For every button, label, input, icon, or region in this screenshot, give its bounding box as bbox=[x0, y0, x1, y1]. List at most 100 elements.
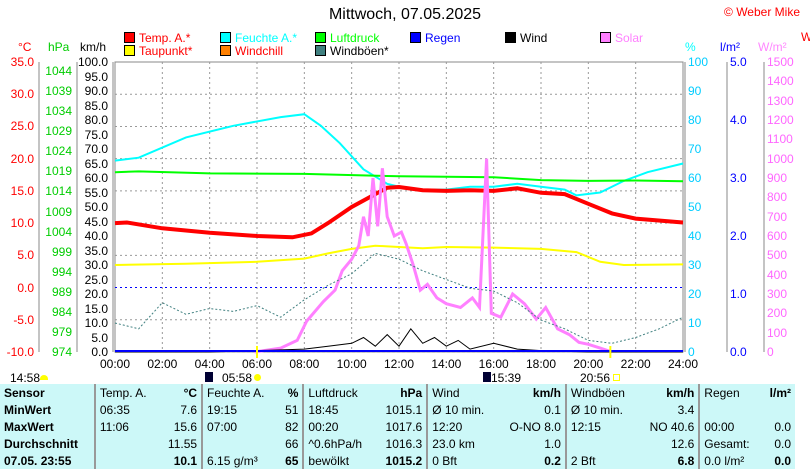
temp-tick-label: -10.0 bbox=[6, 345, 34, 359]
pressure-tick-label: 1009 bbox=[45, 204, 72, 219]
speed-tick-label: 5.0 bbox=[91, 330, 108, 345]
temp-tick-label: 10.0 bbox=[10, 216, 34, 231]
speed-tick-label: 60.0 bbox=[84, 171, 108, 185]
legend-swatch bbox=[600, 32, 611, 43]
table-cell: 0.0 bbox=[774, 436, 791, 451]
pressure-tick-label: 1024 bbox=[45, 144, 72, 159]
legend-item: Solar bbox=[600, 31, 643, 45]
series-temp-a bbox=[114, 184, 684, 240]
table-cell: 23.0 km bbox=[426, 435, 497, 452]
table-cell: 12.6 bbox=[670, 436, 695, 451]
rain-tick-label: 5.0 bbox=[730, 55, 747, 69]
legend-item: Taupunkt* bbox=[124, 44, 192, 58]
speed-tick-label: 100.0 bbox=[77, 55, 108, 69]
table-cell: 19:15 bbox=[201, 401, 278, 418]
table-cell: 6.8 bbox=[677, 453, 695, 468]
temp-tick-label: 0.0 bbox=[17, 280, 34, 295]
humidity-tick-label: 0 bbox=[688, 345, 695, 359]
solar-tick-label: 1100 bbox=[767, 132, 793, 147]
table-cell: 0.0 bbox=[774, 453, 791, 468]
pressure-tick-label: 974 bbox=[51, 345, 72, 359]
speed-tick-label: 80.0 bbox=[84, 113, 108, 127]
table-cell: 3.4 bbox=[677, 402, 695, 417]
solar-tick-label: 300 bbox=[767, 287, 788, 301]
table-row: 07.05. 23:55 10.1 6.15 g/m³ 65 bewölkt 1015.2… bbox=[0, 452, 795, 469]
statistics-table: Sensor Temp. A. °C Feuchte A.% Luftdruck hPa W… bbox=[0, 384, 795, 469]
table-header: Sensor Temp. A. °C Feuchte A.% Luftdruck hPa W… bbox=[0, 384, 795, 401]
table-cell bbox=[698, 401, 762, 418]
table-cell: Gesamt: bbox=[698, 435, 762, 452]
series-luftdruck bbox=[114, 170, 684, 183]
humidity-tick-label: 60 bbox=[688, 171, 702, 185]
table-cell: 12:15 bbox=[564, 418, 638, 435]
speed-tick-label: 45.0 bbox=[84, 214, 108, 229]
legend-item: Luftdruck bbox=[315, 31, 379, 45]
legend-swatch bbox=[124, 32, 135, 43]
sunrise-time: 05:58 bbox=[222, 371, 253, 385]
page-title: Mittwoch, 07.05.2025 bbox=[328, 6, 482, 23]
temp-tick-label: 30.0 bbox=[10, 87, 34, 102]
solar-tick-label: 900 bbox=[767, 171, 788, 185]
legend-item: Temp. A.* bbox=[124, 31, 190, 45]
table-cell bbox=[564, 435, 638, 452]
pressure-tick-label: 1044 bbox=[45, 64, 72, 78]
table-cell: 0 Bft bbox=[426, 452, 497, 469]
x-tick-label: 02:00 bbox=[147, 357, 178, 371]
pressure-tick-label: 1014 bbox=[45, 184, 72, 199]
pressure-tick-label: 1034 bbox=[45, 104, 72, 119]
legend-swatch bbox=[505, 32, 516, 43]
legend-item: Wind bbox=[505, 31, 547, 45]
speed-tick-label: 40.0 bbox=[84, 229, 108, 243]
table-cell: 18:45 bbox=[302, 401, 376, 418]
table-cell: 51 bbox=[285, 402, 299, 417]
x-tick-label: 04:00 bbox=[194, 357, 225, 371]
temp-tick-label: 15.0 bbox=[10, 183, 34, 198]
humidity-tick-label: 10 bbox=[688, 316, 702, 330]
table-cell: 06:35 bbox=[93, 401, 159, 418]
x-tick-label: 20:00 bbox=[573, 357, 604, 371]
table-cell: Temp. A. bbox=[93, 384, 159, 401]
table-cell: 1015.1 bbox=[385, 402, 423, 417]
legend-swatch bbox=[124, 45, 135, 56]
legend-item: Regen bbox=[410, 31, 460, 45]
table-cell: 0.0 bbox=[774, 419, 791, 434]
table-cell bbox=[201, 435, 278, 452]
table-cell: 11.55 bbox=[167, 436, 198, 451]
speed-tick-label: 30.0 bbox=[84, 258, 108, 272]
table-cell: 7.6 bbox=[180, 402, 198, 417]
rain-tick-label: 4.0 bbox=[730, 113, 747, 127]
pressure-tick-label: 999 bbox=[51, 244, 72, 259]
table-cell: O-NO 8.0 bbox=[509, 419, 561, 434]
solar-tick-label: 700 bbox=[767, 209, 788, 224]
table-cell: MinWert bbox=[4, 402, 52, 417]
humidity-tick-label: 70 bbox=[688, 142, 702, 156]
legend-swatch bbox=[220, 45, 231, 56]
table-cell: Wind bbox=[426, 384, 497, 401]
table-cell: ^0.6hPa/h bbox=[302, 435, 376, 452]
temp-tick-label: 35.0 bbox=[10, 55, 34, 69]
legend-swatch bbox=[220, 32, 231, 43]
speed-tick-label: 10.0 bbox=[84, 316, 108, 330]
pressure-tick-label: 984 bbox=[51, 304, 72, 319]
pressure-tick-label: 1004 bbox=[45, 224, 72, 239]
table-cell: l/m² bbox=[769, 385, 791, 400]
solar-tick-label: 1400 bbox=[767, 74, 794, 89]
table-cell: 00:20 bbox=[302, 418, 376, 435]
speed-tick-label: 90.0 bbox=[84, 84, 108, 98]
table-cell: °C bbox=[183, 385, 198, 400]
table-cell: bewölkt bbox=[302, 452, 376, 469]
table-cell bbox=[93, 435, 159, 452]
speed-tick-label: 0.0 bbox=[91, 345, 108, 359]
pressure-tick-label: 989 bbox=[51, 284, 72, 299]
table-cell: hPa bbox=[400, 385, 423, 400]
legend-label: Taupunkt* bbox=[139, 44, 193, 58]
legend-label: Wind bbox=[520, 31, 548, 45]
table-cell: Durchschnitt bbox=[4, 436, 79, 451]
table-cell: 15.6 bbox=[173, 419, 198, 434]
speed-tick-label: 65.0 bbox=[84, 156, 108, 171]
legend-item: Windchill bbox=[220, 44, 283, 58]
table-cell: 0.2 bbox=[544, 453, 561, 468]
table-cell: 07:00 bbox=[201, 418, 278, 435]
series-taupunkt bbox=[114, 244, 684, 267]
table-cell: 12:20 bbox=[426, 418, 497, 435]
